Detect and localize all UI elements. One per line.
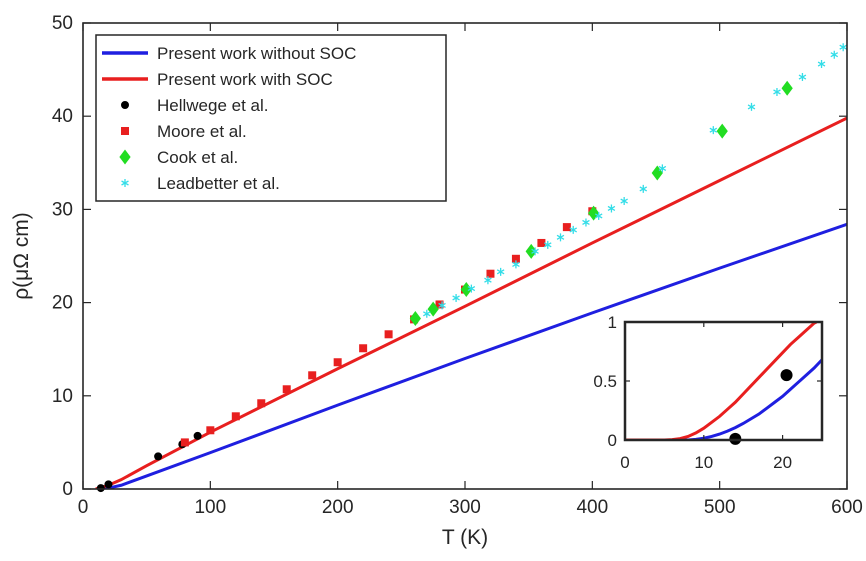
point-cook-et-al — [716, 123, 728, 139]
x-tick-label: 100 — [194, 497, 226, 518]
point-leadbetter-et-al — [620, 197, 628, 206]
inset-y-tick-label: 0 — [608, 431, 617, 450]
x-tick-label: 300 — [449, 497, 481, 518]
inset-y-tick-label: 0.5 — [593, 372, 617, 391]
y-tick-label: 40 — [52, 106, 73, 127]
y-tick-label: 50 — [52, 13, 73, 34]
series-lines — [95, 116, 847, 489]
point-moore-et-al — [359, 344, 368, 353]
legend-entry-label: Hellwege et al. — [157, 96, 269, 115]
point-hellwege-et-al — [104, 480, 113, 489]
point-leadbetter-et-al — [594, 211, 603, 220]
point-moore-et-al — [486, 269, 495, 278]
point-moore-et-al — [257, 399, 266, 408]
point-hellwege-et-al — [193, 431, 202, 440]
point-cook-et-al — [427, 301, 439, 317]
series-markers — [96, 43, 847, 493]
x-tick-label: 500 — [704, 497, 736, 518]
point-moore-et-al — [308, 371, 317, 380]
point-leadbetter-et-al — [582, 218, 590, 227]
point-moore-et-al — [333, 358, 342, 367]
point-leadbetter-et-al — [512, 260, 520, 269]
point-moore-et-al — [282, 385, 291, 394]
point-moore-et-al — [511, 254, 520, 263]
line-present-work-without-soc — [95, 222, 847, 489]
point-moore-et-al — [537, 238, 546, 247]
point-leadbetter-et-al — [496, 267, 505, 276]
y-tick-label: 20 — [52, 293, 73, 314]
inset-plot-area — [625, 322, 822, 440]
y-tick-label: 0 — [62, 479, 73, 500]
point-leadbetter-et-al — [484, 276, 492, 285]
point-moore-et-al — [231, 412, 240, 421]
x-axis-label: T (K) — [442, 526, 488, 549]
point-leadbetter-et-al — [709, 126, 718, 135]
legend-box — [95, 34, 447, 202]
x-tick-label: 400 — [576, 497, 608, 518]
point-leadbetter-et-al — [639, 184, 648, 193]
inset-x-tick-label: 20 — [773, 453, 792, 472]
inset-x-tick-label: 10 — [694, 453, 713, 472]
point-leadbetter-et-al — [839, 43, 847, 52]
line-present-work-with-soc — [95, 116, 847, 489]
y-tick-label: 30 — [52, 199, 73, 220]
legend-swatch-marker — [121, 101, 129, 109]
point-leadbetter-et-al — [531, 247, 539, 256]
point-hellwege-et-al — [154, 452, 163, 461]
inset-x-tick-label: 0 — [620, 453, 629, 472]
point-cook-et-al — [460, 282, 472, 298]
y-axis-label: ρ(μΩ cm) — [10, 212, 33, 300]
point-leadbetter-et-al — [467, 284, 476, 293]
legend-entry-label: Moore et al. — [157, 122, 247, 141]
point-leadbetter-et-al — [773, 87, 781, 96]
x-tick-label: 0 — [78, 497, 89, 518]
point-leadbetter-et-al — [747, 102, 756, 111]
point-moore-et-al — [384, 330, 393, 339]
x-tick-label: 200 — [322, 497, 354, 518]
inset-point-series-2 — [780, 369, 793, 382]
y-tick-label: 10 — [52, 386, 73, 407]
point-cook-et-al — [781, 80, 793, 96]
point-cook-et-al — [525, 243, 537, 259]
legend-entry-label: Cook et al. — [157, 148, 238, 167]
point-leadbetter-et-al — [830, 50, 839, 59]
legend-entry-label: Present work without SOC — [157, 44, 356, 63]
legend-swatch-marker — [121, 179, 129, 187]
point-leadbetter-et-al — [423, 309, 431, 318]
point-moore-et-al — [180, 438, 189, 447]
inset-y-tick-label: 1 — [608, 313, 617, 332]
legend-swatch-marker — [121, 127, 129, 135]
legend-entry-label: Leadbetter et al. — [157, 174, 280, 193]
point-leadbetter-et-al — [798, 73, 807, 82]
point-leadbetter-et-al — [817, 60, 826, 69]
point-leadbetter-et-al — [658, 164, 667, 173]
point-moore-et-al — [562, 223, 571, 232]
x-tick-label: 600 — [831, 497, 863, 518]
point-leadbetter-et-al — [556, 233, 565, 242]
point-leadbetter-et-al — [569, 225, 578, 234]
point-leadbetter-et-al — [438, 301, 446, 310]
legend: Present work without SOC Present work wit… — [95, 34, 447, 202]
point-leadbetter-et-al — [452, 293, 460, 302]
point-moore-et-al — [206, 426, 215, 435]
inset-plot: 0 10 20 0 0.5 1 — [593, 313, 824, 472]
legend-swatch-marker — [119, 149, 131, 165]
point-hellwege-et-al — [96, 484, 105, 493]
point-cook-et-al — [409, 310, 421, 326]
inset-line-series-1 — [625, 322, 818, 440]
point-leadbetter-et-al — [607, 204, 616, 213]
legend-entry-label: Present work with SOC — [157, 70, 333, 89]
point-leadbetter-et-al — [543, 240, 552, 249]
